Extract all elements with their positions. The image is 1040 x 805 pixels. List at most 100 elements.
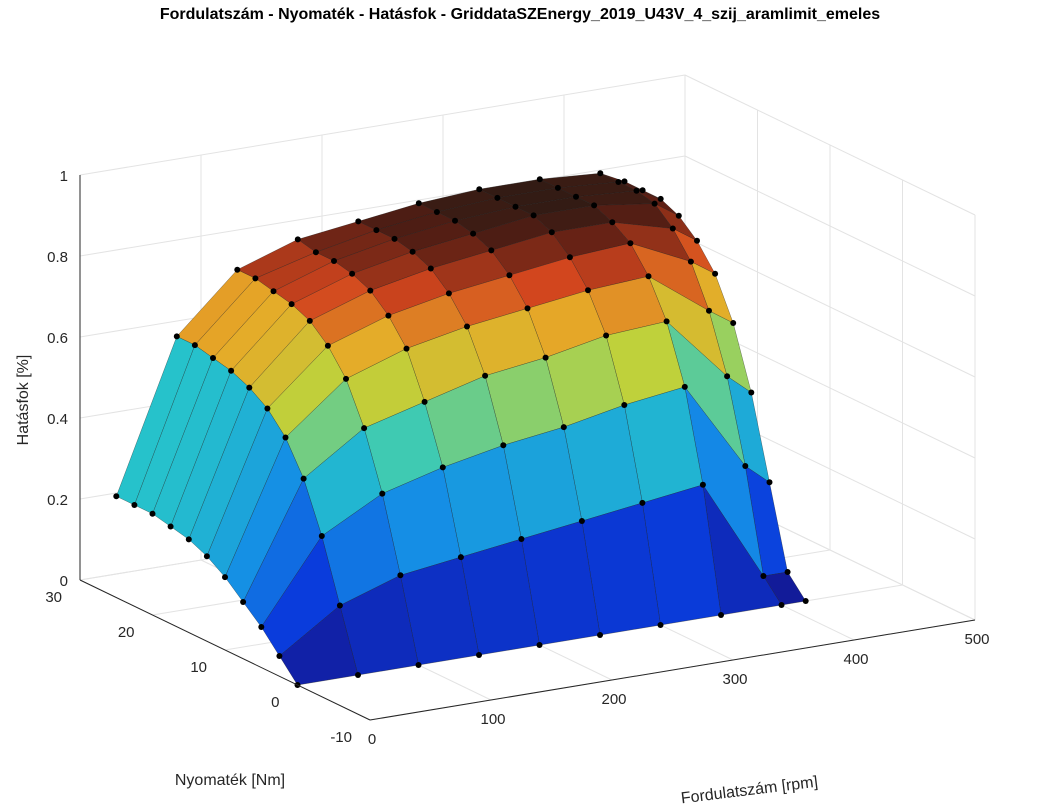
data-point: [530, 212, 537, 219]
tick-label: 30: [45, 589, 62, 606]
data-point: [210, 355, 216, 361]
data-point: [663, 318, 670, 325]
data-point: [554, 184, 561, 191]
data-point: [681, 383, 688, 390]
data-point: [234, 266, 241, 273]
data-point: [397, 572, 404, 579]
tick-label: 10: [190, 659, 207, 676]
data-point: [131, 502, 138, 508]
x-axis-line: [369, 619, 976, 721]
data-point: [597, 632, 603, 638]
data-point: [633, 187, 640, 194]
data-point: [694, 237, 700, 244]
tick-label: -10: [330, 729, 352, 746]
grid-line: [684, 74, 976, 216]
data-point: [331, 258, 337, 264]
data-point: [639, 187, 646, 194]
tick-label: 0.6: [47, 330, 68, 347]
data-point: [294, 236, 301, 243]
data-point: [621, 402, 628, 408]
data-point: [748, 389, 755, 396]
data-point: [452, 217, 458, 224]
data-point: [240, 599, 247, 605]
data-point: [548, 229, 555, 236]
data-point: [494, 194, 501, 201]
data-point: [500, 442, 507, 449]
tick-label: 400: [843, 651, 868, 668]
data-point: [730, 320, 737, 326]
tick-label: 0: [60, 573, 68, 590]
data-point: [445, 290, 452, 297]
data-point: [802, 598, 809, 604]
data-point: [585, 287, 591, 294]
tick-label: 200: [601, 691, 626, 708]
tick-label: 0: [271, 694, 279, 711]
data-point: [627, 240, 634, 247]
data-point: [385, 312, 392, 319]
y-axis-label: Nyomaték [Nm]: [175, 772, 285, 789]
data-point: [464, 323, 470, 330]
data-point: [760, 573, 767, 579]
tick-label: 0: [368, 731, 376, 748]
data-point: [258, 624, 265, 630]
data-point: [578, 518, 585, 524]
tick-label: 1: [60, 168, 68, 185]
data-point: [506, 272, 513, 279]
data-point: [669, 225, 676, 232]
data-point: [603, 332, 610, 339]
data-point: [361, 425, 368, 432]
data-point: [687, 258, 694, 265]
grid-line: [79, 74, 686, 176]
data-point: [349, 270, 356, 277]
data-point: [379, 490, 386, 497]
data-point: [784, 569, 791, 575]
data-point: [252, 275, 259, 282]
data-point: [657, 622, 664, 628]
z-axis-label: Hatásfok [%]: [15, 355, 32, 446]
data-point: [651, 200, 658, 207]
data-point: [512, 203, 519, 210]
data-point: [706, 307, 712, 314]
data-point: [167, 523, 174, 530]
chart-title: Fordulatszám - Nyomaték - Hatásfok - Gri…: [159, 6, 881, 23]
data-point: [264, 405, 271, 412]
data-point: [573, 193, 579, 200]
efficiency-surface: [115, 173, 807, 686]
data-point: [409, 248, 416, 255]
data-point: [191, 342, 198, 349]
axes-lines: [79, 175, 976, 721]
data-point: [222, 574, 228, 581]
data-point: [288, 301, 295, 308]
data-point: [415, 662, 422, 668]
y-axis-line: [79, 579, 371, 721]
data-point: [282, 434, 289, 441]
data-point: [524, 305, 531, 312]
data-point: [621, 178, 628, 185]
data-point: [591, 202, 598, 209]
tick-label: 300: [722, 671, 747, 688]
tick-label: 20: [118, 624, 135, 641]
data-point: [203, 553, 210, 560]
data-point: [609, 219, 616, 226]
data-point: [657, 195, 664, 202]
data-point: [149, 510, 156, 517]
data-point: [270, 288, 277, 295]
data-point: [597, 170, 604, 177]
tick-label: 0.2: [47, 492, 68, 509]
data-point: [318, 533, 325, 539]
data-point: [536, 176, 543, 183]
data-point: [421, 398, 428, 405]
data-point: [560, 424, 567, 431]
data-point: [766, 479, 773, 486]
data-point: [312, 249, 319, 256]
data-point: [355, 218, 362, 225]
data-point: [639, 499, 646, 506]
data-point: [306, 317, 313, 324]
data-point: [433, 209, 440, 215]
data-point: [536, 642, 543, 648]
data-point: [367, 287, 374, 294]
data-point: [228, 367, 235, 374]
data-point: [113, 493, 120, 500]
